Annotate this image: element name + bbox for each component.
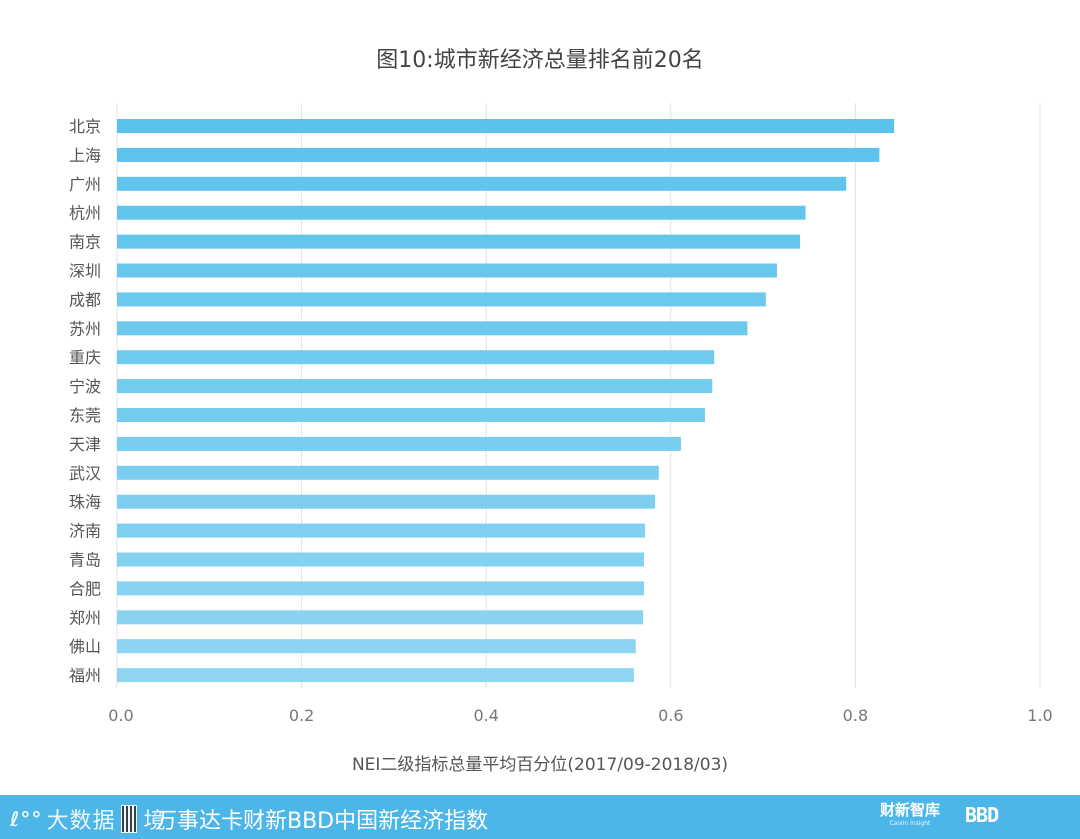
x-tick-label: 0.8 [843, 706, 868, 725]
category-label: 郑州 [69, 608, 101, 627]
category-label: 重庆 [69, 348, 101, 367]
category-label: 深圳 [69, 262, 101, 281]
bar [117, 119, 895, 133]
category-label: 东莞 [69, 406, 101, 425]
barcode-icon [121, 805, 138, 833]
bar [117, 263, 777, 278]
x-tick-label: 0.2 [289, 706, 314, 725]
partner-caixin-sub: Caixin Insight [889, 820, 931, 827]
bar [117, 668, 634, 683]
bar [117, 350, 715, 365]
bar [117, 379, 713, 394]
category-label: 青岛 [69, 551, 101, 570]
category-label: 合肥 [69, 579, 101, 598]
brand-name: 大数据 [46, 809, 116, 834]
partner-caixin-name: 财新智库 [880, 801, 941, 819]
x-tick-labels: 0.0 0.2 0.4 0.6 0.8 1.0 [108, 706, 1052, 725]
category-label: 佛山 [69, 637, 101, 656]
brand-mark-icon: ℓ°° [10, 807, 43, 831]
bar [117, 321, 748, 336]
category-label: 天津 [69, 435, 101, 454]
category-label: 上海 [69, 146, 101, 165]
brand-logo: ℓ°° 大数据 境 [10, 803, 166, 835]
bar [117, 147, 880, 162]
footer-banner: ℓ°° 大数据 境 万事达卡财新BBD中国新经济指数 财新智库 Caixin I… [0, 795, 1080, 839]
category-label: 广州 [69, 175, 101, 194]
category-label: 福州 [69, 666, 101, 685]
bar [117, 581, 645, 596]
category-label: 宁波 [69, 377, 101, 396]
bar [117, 610, 644, 625]
bar [117, 465, 659, 480]
category-label: 北京 [69, 117, 101, 136]
bar [117, 292, 766, 307]
category-label: 成都 [69, 290, 101, 309]
category-label: 珠海 [69, 493, 101, 512]
brand-suffix: 境 [143, 809, 167, 834]
bar [117, 523, 645, 538]
category-label: 苏州 [69, 319, 101, 338]
bar [117, 234, 801, 249]
bar [117, 494, 656, 509]
category-label: 南京 [69, 233, 101, 252]
bar [117, 205, 806, 220]
category-label: 杭州 [69, 204, 101, 223]
bars [117, 119, 895, 683]
x-tick-label: 0.0 [108, 706, 133, 725]
category-label: 武汉 [69, 464, 101, 483]
x-tick-label: 0.6 [658, 706, 683, 725]
bar [117, 436, 681, 451]
partner-logo-caixin: 财新智库 Caixin Insight [880, 803, 940, 831]
bar [117, 639, 636, 654]
footer-subtitle: 万事达卡财新BBD中国新经济指数 [155, 809, 489, 834]
chart: 图10:城市新经济总量排名前20名 北京上海广州杭州南京深圳成都苏州重庆宁波东莞… [69, 48, 1053, 775]
partner-logo-bbd: BBD [965, 803, 999, 827]
bar [117, 176, 847, 191]
category-label: 济南 [69, 522, 101, 541]
chart-title: 图10:城市新经济总量排名前20名 [376, 48, 703, 73]
x-tick-label: 1.0 [1027, 706, 1052, 725]
bar [117, 552, 645, 567]
x-axis-label: NEI二级指标总量平均百分位(2017/09-2018/03) [352, 755, 728, 775]
x-tick-label: 0.4 [473, 706, 498, 725]
bar [117, 408, 705, 422]
